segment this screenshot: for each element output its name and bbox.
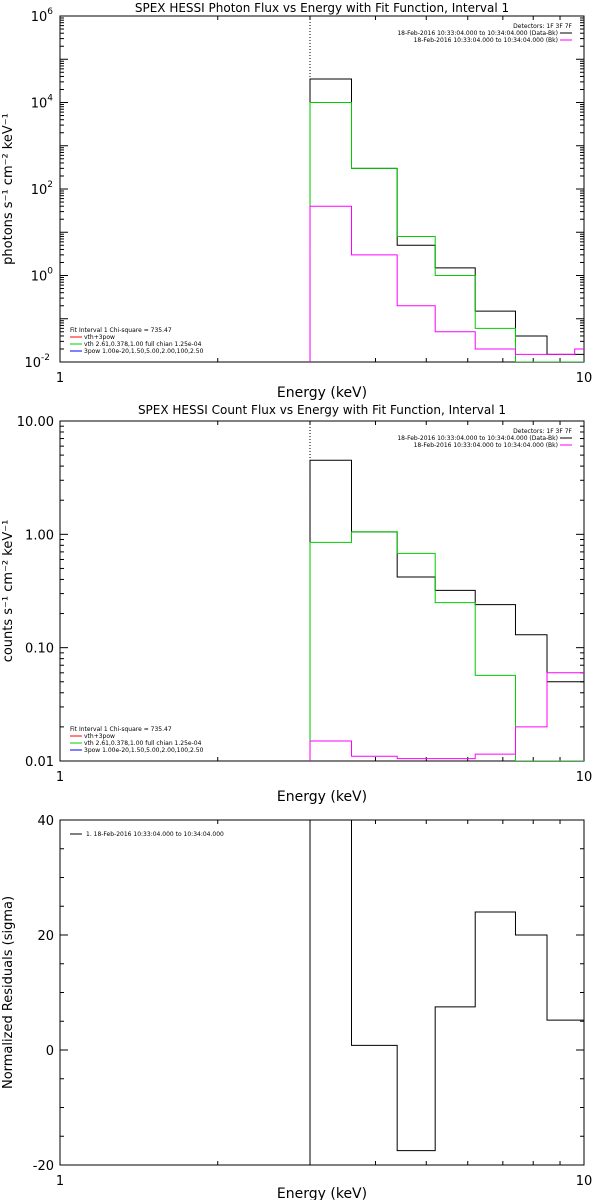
legend-entry: vth 2.61,0.378,1.00 full chian 1.25e-04 bbox=[84, 740, 202, 747]
plot-frame bbox=[59, 15, 585, 363]
chart-title: SPEX HESSI Photon Flux vs Energy with Fi… bbox=[135, 1, 509, 15]
series-line-2 bbox=[309, 531, 584, 761]
y-tick-label: 40 bbox=[37, 814, 54, 829]
y-tick-label: 0 bbox=[46, 1044, 54, 1059]
x-axis-label: Energy (keV) bbox=[277, 789, 367, 805]
chart-panel-1: SPEX HESSI Photon Flux vs Energy with Fi… bbox=[1, 1, 592, 401]
x-tick-label: 10 bbox=[576, 770, 593, 785]
legend-entry: 18-Feb-2016 10:33:04.000 to 10:34:04.000… bbox=[414, 442, 558, 449]
plot-frame bbox=[59, 819, 585, 1166]
y-tick-label: 0.01 bbox=[25, 755, 54, 770]
x-tick-label: 10 bbox=[576, 1174, 593, 1189]
y-axis-label: photons s⁻¹ cm⁻² keV⁻¹ bbox=[1, 113, 16, 265]
y-tick-label: 20 bbox=[37, 929, 54, 944]
series-line-2 bbox=[309, 102, 584, 362]
y-axis-label: Normalized Residuals (sigma) bbox=[1, 896, 16, 1089]
legend-entry: vth 2.61,0.378,1.00 full chian 1.25e-04 bbox=[84, 341, 202, 348]
series-line-3 bbox=[309, 205, 584, 362]
fit-legend-header: Fit Interval 1 Chi-square = 735.47 bbox=[70, 327, 172, 334]
series-line-3 bbox=[309, 672, 584, 761]
y-tick-label: 100 bbox=[31, 267, 54, 285]
legend-entry: 18-Feb-2016 10:33:04.000 to 10:34:04.000… bbox=[414, 37, 558, 44]
x-axis-label: Energy (keV) bbox=[277, 385, 367, 401]
y-axis-label: counts s⁻¹ cm⁻² keV⁻¹ bbox=[1, 520, 16, 663]
chart-panel-3: Energy (keV) Normalized Residuals (sigma)… bbox=[1, 814, 592, 1200]
y-tick-label: 102 bbox=[31, 180, 53, 198]
plot-frame bbox=[59, 420, 585, 762]
legend-entry: vth+3pow bbox=[84, 733, 115, 740]
legend-entry: 18-Feb-2016 10:33:04.000 to 10:34:04.000… bbox=[397, 435, 558, 442]
legend-header: Detectors: 1F 3F 7F bbox=[513, 428, 572, 435]
legend-header: Detectors: 1F 3F 7F bbox=[513, 23, 572, 30]
x-tick-label: 1 bbox=[56, 770, 64, 785]
y-tick-label: 10.00 bbox=[17, 415, 54, 430]
x-tick-label: 10 bbox=[576, 371, 593, 386]
y-tick-label: 106 bbox=[31, 7, 54, 25]
legend-entry: 1. 18-Feb-2016 10:33:04.000 to 10:34:04.… bbox=[86, 831, 224, 838]
series-line-1 bbox=[309, 820, 584, 1165]
x-tick-label: 1 bbox=[56, 1174, 64, 1189]
legend-entry: 18-Feb-2016 10:33:04.000 to 10:34:04.000… bbox=[397, 30, 558, 37]
x-tick-label: 1 bbox=[56, 371, 64, 386]
y-tick-label: 1.00 bbox=[25, 528, 54, 543]
x-axis-label: Energy (keV) bbox=[277, 1186, 367, 1200]
series-line-1 bbox=[309, 459, 584, 761]
y-tick-label: 10-2 bbox=[24, 353, 50, 371]
legend-entry: 3pow 1.00e-20,1.50,5.00,2.00,100,2.50 bbox=[84, 348, 204, 355]
fit-legend-header: Fit Interval 1 Chi-square = 735.47 bbox=[70, 726, 172, 733]
legend-entry: 3pow 1.00e-20,1.50,5.00,2.00,100,2.50 bbox=[84, 747, 204, 754]
chart-panel-2: SPEX HESSI Count Flux vs Energy with Fit… bbox=[1, 403, 592, 805]
chart-title: SPEX HESSI Count Flux vs Energy with Fit… bbox=[138, 403, 506, 417]
y-tick-label: 104 bbox=[31, 94, 54, 112]
y-tick-label: 0.10 bbox=[25, 642, 54, 657]
y-tick-label: -20 bbox=[33, 1159, 54, 1174]
legend-entry: vth+3pow bbox=[84, 334, 115, 341]
